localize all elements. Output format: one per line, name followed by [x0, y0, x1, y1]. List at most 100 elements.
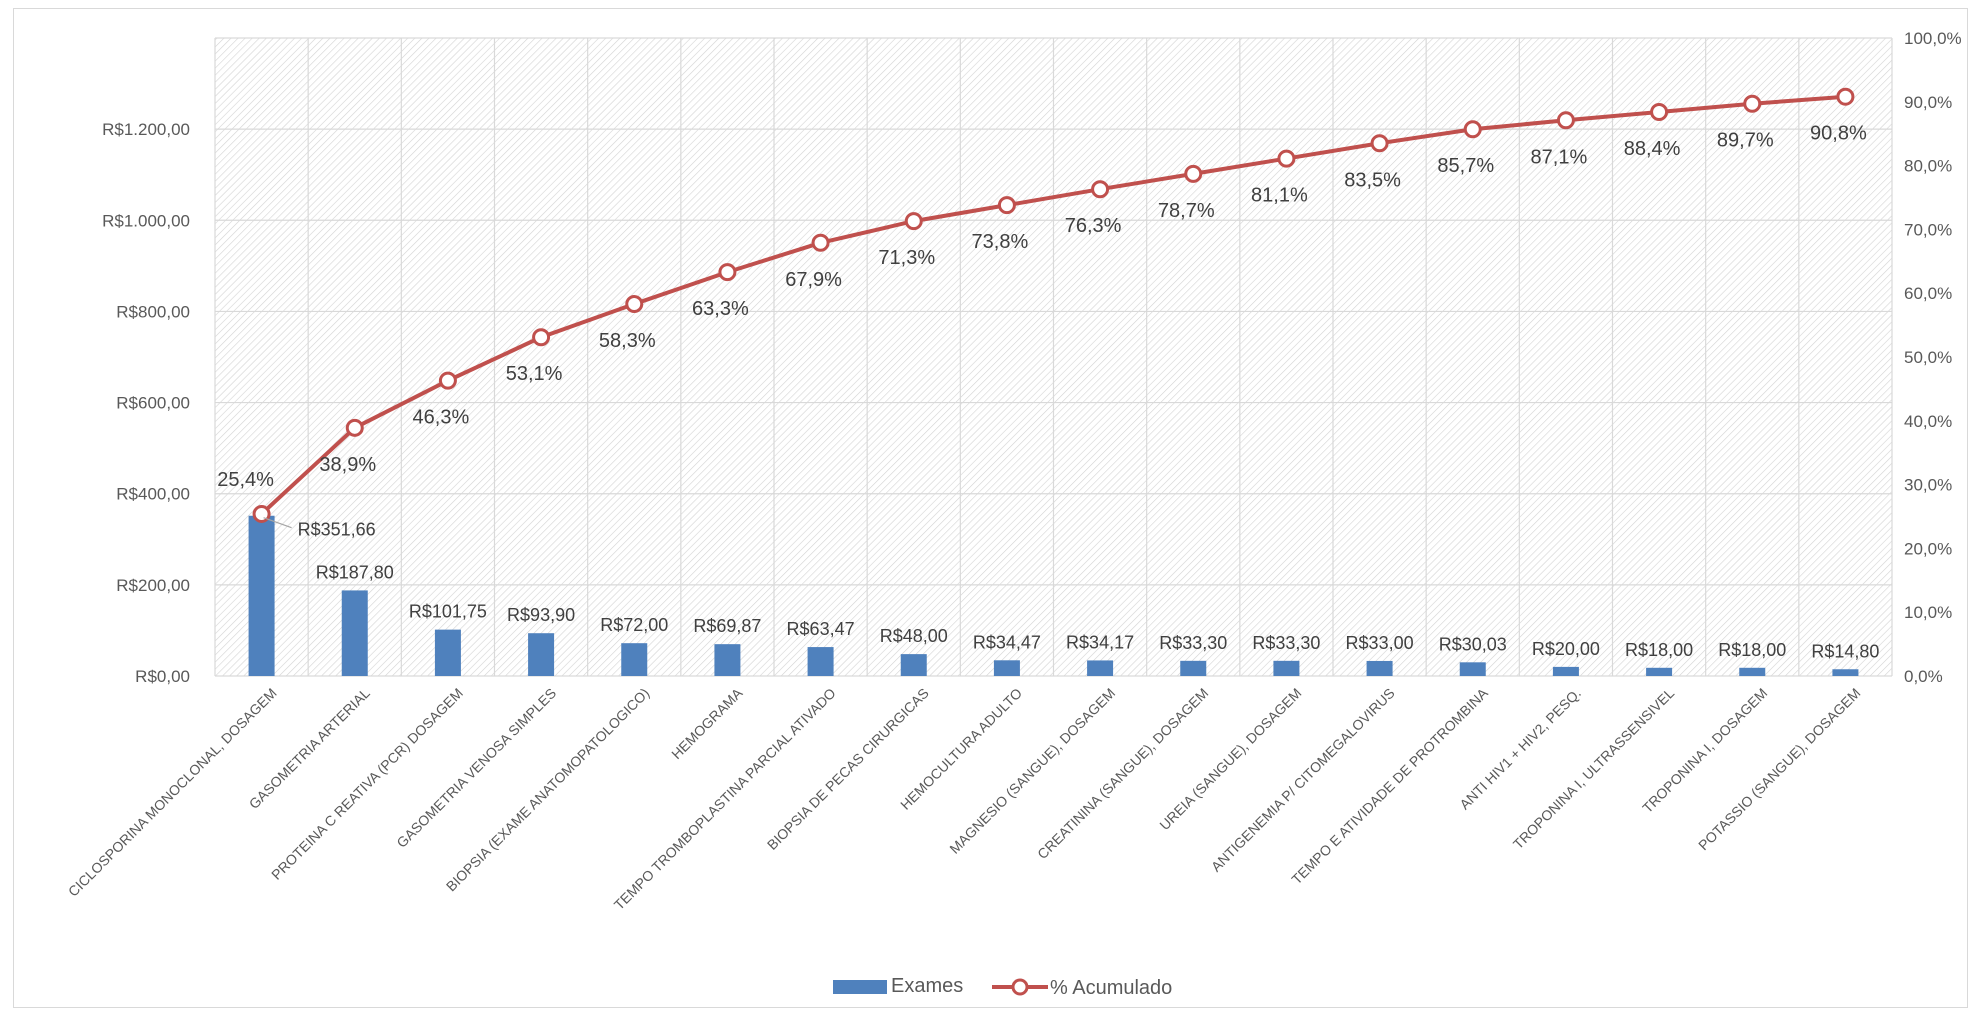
x-category-label: BIOPSIA (EXAME ANATOMOPATOLOGICO) [443, 685, 653, 895]
bar-exames [1459, 662, 1486, 676]
bar-value-label: R$34,17 [1066, 632, 1134, 652]
acumulado-marker [1743, 94, 1762, 113]
x-category-label: MAGNESIO (SANGUE), DOSAGEM [946, 685, 1118, 857]
acumulado-marker [625, 295, 644, 314]
x-category-label: TROPONINA I, ULTRASSENSIVEL [1510, 685, 1678, 853]
bar-exames [1087, 660, 1114, 676]
x-category-label: HEMOGRAMA [668, 684, 746, 762]
y-left-tick-label: R$800,00 [116, 302, 190, 321]
acumulado-marker [252, 504, 271, 523]
bar-exames [341, 590, 368, 676]
bar-value-label: R$34,47 [973, 632, 1041, 652]
acumulado-marker [904, 212, 923, 231]
y-right-tick-label: 80,0% [1904, 157, 1952, 176]
y-right-tick-label: 50,0% [1904, 348, 1952, 367]
percent-label: 88,4% [1624, 138, 1681, 160]
y-left-tick-label: R$400,00 [116, 485, 190, 504]
bar-exames [1832, 669, 1859, 676]
y-left-tick-label: R$1.200,00 [102, 120, 190, 139]
percent-label: 25,4% [217, 469, 274, 491]
y-right-tick-label: 10,0% [1904, 603, 1952, 622]
bar-exames [1552, 666, 1579, 676]
acumulado-marker [718, 263, 737, 282]
percent-label: 73,8% [972, 231, 1029, 253]
y-right-tick-label: 30,0% [1904, 476, 1952, 495]
percent-label: 76,3% [1065, 215, 1122, 237]
percent-label: 78,7% [1158, 200, 1215, 222]
legend: Exames % Acumulado [833, 975, 1172, 999]
y-left-tick-label: R$1.000,00 [102, 211, 190, 230]
y-right-tick-label: 70,0% [1904, 220, 1952, 239]
acumulado-marker [1184, 164, 1203, 183]
bar-value-label: R$93,90 [507, 605, 575, 625]
acumulado-marker [811, 233, 830, 252]
bar-value-label: R$18,00 [1718, 640, 1786, 660]
x-category-label: ANTIGENEMIA P/ CITOMEGALOVIRUS [1208, 685, 1398, 875]
gridlines [214, 37, 1893, 677]
legend-label-exames: Exames [891, 975, 963, 997]
x-category-label: TEMPO TROMBOPLASTINA PARCIAL ATIVADO [611, 685, 839, 913]
bar-value-label: R$69,87 [693, 616, 761, 636]
acumulado-marker [1370, 134, 1389, 153]
percent-label: 89,7% [1717, 130, 1774, 152]
y-right-tick-label: 90,0% [1904, 93, 1952, 112]
bar-exames [434, 629, 461, 676]
bar-value-label: R$63,47 [787, 619, 855, 639]
acumulado-marker [1650, 103, 1669, 122]
bar-value-label: R$33,30 [1252, 633, 1320, 653]
percent-label: 90,8% [1810, 123, 1867, 145]
bar-exames [1739, 667, 1766, 676]
bar-exames [993, 660, 1020, 676]
percent-label: 85,7% [1437, 155, 1494, 177]
x-category-label: TEMPO E ATIVIDADE DE PROTROMBINA [1288, 684, 1491, 887]
line-series-acumulado [252, 87, 1855, 523]
bar-value-label: R$33,30 [1159, 633, 1227, 653]
percent-label: 67,9% [785, 269, 842, 291]
percent-label: 87,1% [1531, 146, 1588, 168]
percent-label: 81,1% [1251, 185, 1308, 207]
percent-label: 83,5% [1344, 169, 1401, 191]
acumulado-marker [345, 418, 364, 437]
y-left-tick-label: R$200,00 [116, 576, 190, 595]
y-right-tick-label: 0,0% [1904, 667, 1943, 686]
bar-exames [621, 643, 648, 676]
acumulado-marker [1463, 120, 1482, 139]
percent-label: 63,3% [692, 298, 749, 320]
bar-exames [528, 633, 555, 676]
y-left-tick-label: R$0,00 [135, 667, 190, 686]
bar-exames [714, 644, 741, 676]
x-category-label: BIOPSIA DE PECAS CIRURGICAS [764, 685, 932, 853]
legend-swatch-acumulado-marker [1011, 978, 1029, 996]
y-right-tick-label: 60,0% [1904, 284, 1952, 303]
bar-exames [1646, 667, 1673, 676]
bar-exames [807, 647, 834, 676]
percent-label: 46,3% [413, 407, 470, 429]
bar-series-exames [248, 515, 1859, 676]
acumulado-marker [438, 371, 457, 390]
bar-exames [1366, 660, 1393, 676]
x-category-label: CREATININA (SANGUE), DOSAGEM [1034, 685, 1211, 862]
legend-swatch-exames [833, 980, 887, 994]
bar-value-label: R$14,80 [1811, 641, 1879, 661]
percent-label: 58,3% [599, 330, 656, 352]
acumulado-marker [1277, 149, 1296, 168]
bar-value-label: R$101,75 [409, 602, 487, 622]
data-label-leader [263, 517, 292, 529]
bar-value-label: R$72,00 [600, 615, 668, 635]
acumulado-marker [1091, 180, 1110, 199]
y-left-tick-label: R$600,00 [116, 394, 190, 413]
bar-exames [1273, 660, 1300, 676]
percent-label: 53,1% [506, 363, 563, 385]
bar-value-label: R$30,03 [1439, 634, 1507, 654]
data-labels: R$351,66 R$187,80 R$101,75 R$93,90 R$72,00 R$… [217, 123, 1879, 662]
bar-value-label: R$20,00 [1532, 639, 1600, 659]
y-right-tick-label: 40,0% [1904, 412, 1952, 431]
acumulado-line [260, 94, 1846, 516]
bar-value-label: R$18,00 [1625, 640, 1693, 660]
acumulado-marker [532, 328, 551, 347]
x-category-label: GASOMETRIA VENOSA SIMPLES [393, 685, 559, 851]
acumulado-marker [1836, 87, 1855, 106]
bar-value-label: R$48,00 [880, 626, 948, 646]
x-category-label: POTASSIO (SANGUE), DOSAGEM [1695, 685, 1863, 853]
